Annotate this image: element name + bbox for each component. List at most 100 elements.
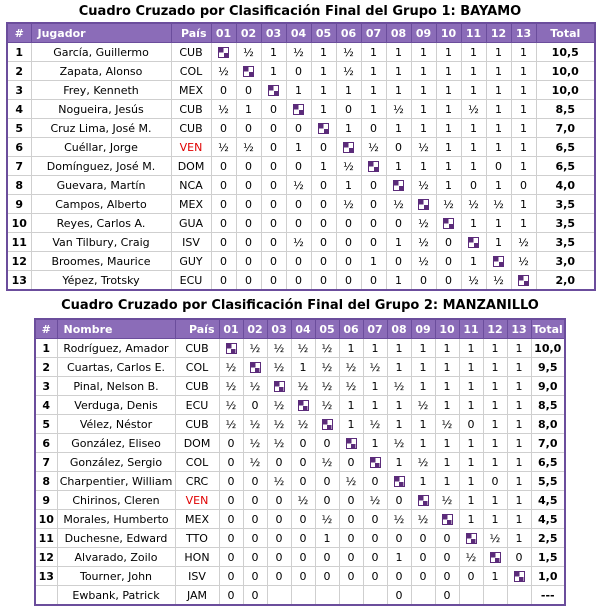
result-cell: 1	[360, 42, 387, 62]
country-code: DOM	[174, 433, 220, 453]
total-cell: 4,5	[530, 509, 566, 529]
result-cell: 0	[290, 547, 316, 567]
result-cell: ½	[290, 490, 316, 510]
result-cell: 0	[260, 194, 287, 214]
round-header: 02	[242, 318, 268, 339]
result-cell: 1	[435, 175, 462, 195]
table-row: 9 Chirinos, Cleren VEN 0 0 0 ½ 0 0 ½ 0 ½ 1 1 1 4,5	[34, 490, 566, 510]
round-header: 11	[458, 318, 484, 339]
result-cell: 1	[310, 99, 337, 119]
table-row: 12 Broomes, Maurice GUY 0 0 0 0 0 0 1 0 ½ 0 1 ½ 3,0	[6, 251, 596, 271]
result-cell: 1	[435, 80, 462, 100]
result-cell: 0	[235, 175, 262, 195]
player-name: González, Sergio	[56, 452, 176, 472]
country-code: ISV	[174, 566, 220, 586]
result-cell: ½	[338, 471, 364, 491]
result-cell: 1	[458, 395, 484, 415]
result-cell: 0	[290, 566, 316, 586]
result-cell: ½	[335, 61, 362, 81]
country-code: ECU	[174, 395, 220, 415]
player-name: Tourner, John	[56, 566, 176, 586]
self-square-icon	[393, 476, 405, 487]
result-cell: 1	[434, 357, 460, 377]
result-cell: 1	[310, 156, 337, 176]
table-row: 2 Zapata, Alonso COL ½ 1 0 1 ½ 1 1 1 1 1 1 1 10,0	[6, 61, 596, 81]
result-cell: 0	[242, 528, 268, 548]
result-cell: 0	[385, 137, 412, 157]
result-cell: ½	[485, 194, 512, 214]
result-cell: 1	[385, 270, 412, 291]
result-cell: 0	[235, 118, 262, 138]
result-cell: 1	[338, 395, 364, 415]
player-name: Morales, Humberto	[56, 509, 176, 529]
result-cell: 1	[458, 433, 484, 453]
result-cell: 0	[210, 194, 237, 214]
round-header: 10	[434, 318, 460, 339]
result-cell	[266, 585, 292, 606]
self-square-icon	[368, 161, 379, 172]
self-cell	[385, 175, 412, 195]
result-cell: 0	[460, 175, 487, 195]
result-cell: 1	[458, 490, 484, 510]
player-name: Broomes, Maurice	[30, 251, 172, 271]
result-cell: 1	[485, 61, 512, 81]
result-cell: 1	[410, 414, 436, 434]
self-square-icon	[468, 237, 479, 248]
round-header: 01	[210, 22, 237, 43]
result-cell: ½	[410, 509, 436, 529]
table-row: 7 González, Sergio COL 0 ½ 0 0 ½ 0 1 ½ 1 1 1 1 6,5	[34, 452, 566, 472]
round-header: 02	[235, 22, 262, 43]
table-row: 2 Cuartas, Carlos E. COL ½ ½ 1 ½ ½ ½ 1 1 1 1 1 1 9,5	[34, 357, 566, 377]
self-square-icon	[268, 85, 279, 96]
result-cell: 0	[310, 270, 337, 291]
result-cell: 0	[335, 251, 362, 271]
result-cell: 0	[386, 490, 412, 510]
result-cell: 1	[360, 251, 387, 271]
result-cell: 1	[506, 509, 532, 529]
result-cell: 0	[210, 270, 237, 291]
result-cell: ½	[410, 251, 437, 271]
country-code: MEX	[170, 194, 212, 214]
round-header: 13	[510, 22, 537, 43]
result-cell: 1	[510, 99, 537, 119]
result-cell: 0	[338, 509, 364, 529]
round-header: 04	[290, 318, 316, 339]
result-cell: 0	[310, 175, 337, 195]
result-cell: 1	[485, 137, 512, 157]
result-cell: 0	[260, 137, 287, 157]
total-cell: 9,5	[530, 357, 566, 377]
result-cell: 0	[314, 433, 340, 453]
player-name: Reyes, Carlos A.	[30, 213, 172, 233]
result-cell: 1	[510, 194, 537, 214]
rank-cell: 8	[6, 175, 32, 195]
result-cell: 1	[310, 61, 337, 81]
self-square-icon	[513, 571, 525, 582]
result-cell: 1	[434, 433, 460, 453]
result-cell: 1	[506, 433, 532, 453]
result-cell: 0	[235, 251, 262, 271]
result-cell: 0	[285, 270, 312, 291]
rank-cell: 4	[6, 99, 32, 119]
result-cell: 1	[458, 471, 484, 491]
result-cell: 0	[360, 194, 387, 214]
result-cell: ½	[242, 452, 268, 472]
result-cell: 1	[235, 99, 262, 119]
player-name: Ewbank, Patrick	[56, 585, 176, 606]
result-cell: 1	[386, 547, 412, 567]
result-cell: 1	[435, 99, 462, 119]
rank-cell: 9	[34, 490, 58, 510]
player-name: González, Eliseo	[56, 433, 176, 453]
country-code: CUB	[170, 42, 212, 62]
rank-cell	[34, 585, 58, 606]
result-cell: 0	[485, 156, 512, 176]
result-cell: 0	[242, 547, 268, 567]
result-cell: 1	[410, 80, 437, 100]
result-cell: ½	[385, 194, 412, 214]
player-name: Vélez, Néstor	[56, 414, 176, 434]
result-cell: ½	[242, 433, 268, 453]
result-cell: 1	[260, 42, 287, 62]
result-cell: 1	[506, 414, 532, 434]
result-cell: 1	[458, 452, 484, 472]
result-cell: ½	[235, 137, 262, 157]
result-cell: 1	[362, 376, 388, 396]
